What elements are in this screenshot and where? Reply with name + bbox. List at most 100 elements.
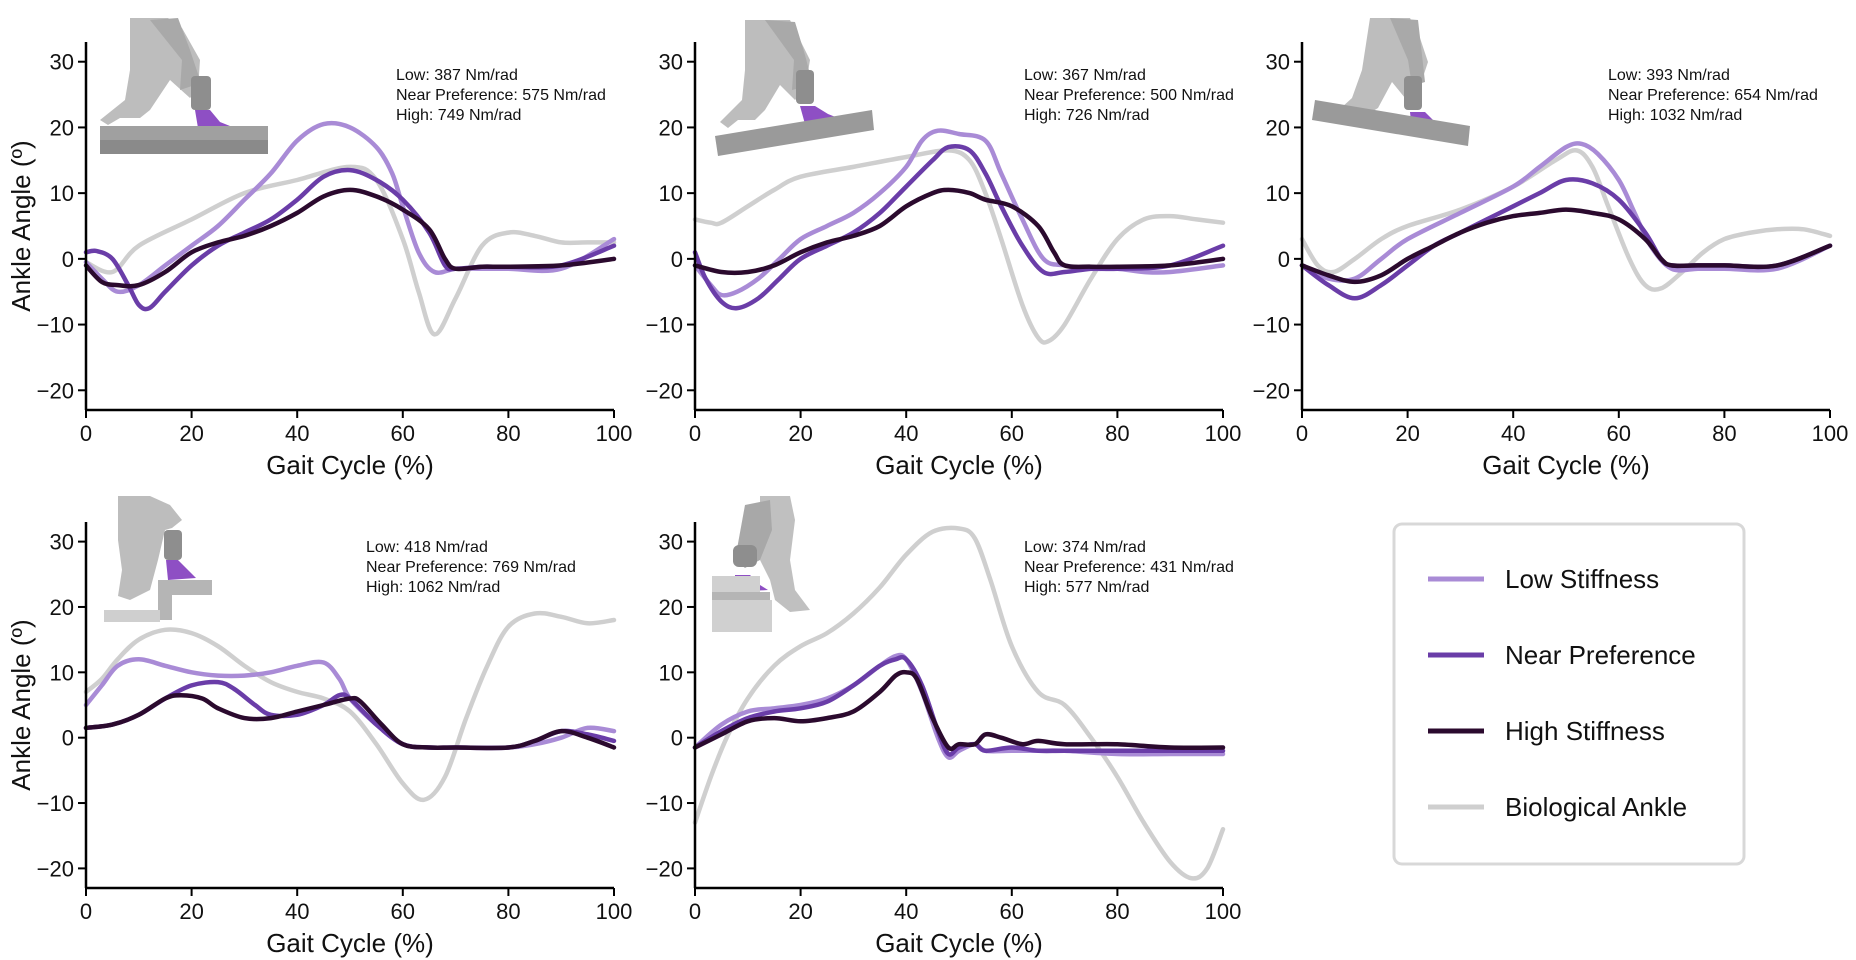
panel-3-xtick-label: 60: [1607, 421, 1631, 446]
panel-1-xtick-label: 20: [179, 421, 203, 446]
panel-5-xtick-label: 100: [1205, 899, 1242, 924]
panel-4-line-high-stiffness: [83, 692, 617, 751]
panel-1-annotation-line: Low: 387 Nm/rad: [396, 67, 518, 84]
panel-3-ytick-label: −20: [1253, 378, 1290, 403]
panel-5-line-biological-ankle: [692, 525, 1226, 881]
stair-descent-illustration: [712, 496, 810, 632]
panel-3-annotation-line: High: 1032 Nm/rad: [1608, 107, 1742, 124]
panel-2-annotation-line: Near Preference: 500 Nm/rad: [1024, 87, 1234, 104]
panel-5-annotation-line: Low: 374 Nm/rad: [1024, 539, 1146, 556]
panel-1-line-high-stiffness: [83, 187, 617, 289]
panel-1: −20 −10 0 10 20 30 0 20 40 60 80 100 Gait Cycle (%) A…: [6, 18, 632, 480]
panel-4-annotation-line: High: 1062 Nm/rad: [366, 579, 500, 596]
panel-2-line-near-preference: [692, 144, 1226, 311]
panel-2-ytick-label: 30: [659, 50, 683, 75]
panel-5-ytick-label: −10: [646, 791, 683, 816]
panel-5-stiffness-annotations: Low: 374 Nm/rad Near Preference: 431 Nm/r…: [1024, 539, 1234, 596]
panel-2-line-biological-ankle: [692, 148, 1226, 345]
panel-1-xtick-label: 80: [496, 421, 520, 446]
panel-5-ytick-label: 30: [659, 530, 683, 555]
panel-4-xtick-label: 20: [179, 899, 203, 924]
panel-5-xtick-label: 0: [689, 899, 701, 924]
panel-4-x-axis-label: Gait Cycle (%): [266, 928, 434, 958]
panel-3-xtick-label: 80: [1712, 421, 1736, 446]
legend-label-high: High Stiffness: [1505, 716, 1665, 746]
decline-walking-illustration: [1312, 18, 1470, 146]
panel-5-ytick-label: −20: [646, 856, 683, 881]
panel-3-xtick-label: 40: [1501, 421, 1525, 446]
panel-4-ytick-label: 10: [50, 660, 74, 685]
panel-2-ytick-label: −20: [646, 378, 683, 403]
panel-4-xtick-label: 0: [80, 899, 92, 924]
legend-label-bio: Biological Ankle: [1505, 792, 1687, 822]
panel-2-line-low-stiffness: [692, 128, 1226, 298]
panel-1-ytick-label: −10: [37, 313, 74, 338]
panel-4-ytick-label: 30: [50, 530, 74, 555]
legend-box: [1392, 522, 1746, 866]
panel-5-ytick-label: 20: [659, 595, 683, 620]
panel-5-annotation-line: High: 577 Nm/rad: [1024, 579, 1149, 596]
panel-3-xtick-label: 0: [1296, 421, 1308, 446]
panel-5-line-high-stiffness: [692, 669, 1226, 752]
panel-4-plot-area: −20 −10 0 10 20 30 0 20 40 60 80 100 Gait Cycle (%) A…: [6, 522, 632, 958]
panel-5-ytick-label: 0: [671, 726, 683, 751]
panel-4-line-biological-ankle: [83, 610, 617, 803]
panel-4-annotation-line: Low: 418 Nm/rad: [366, 539, 488, 556]
panel-1-annotation-line: Near Preference: 575 Nm/rad: [396, 87, 606, 104]
panel-1-xtick-label: 100: [596, 421, 633, 446]
panel-4-ytick-label: −20: [37, 856, 74, 881]
panel-1-ytick-label: 30: [50, 50, 74, 75]
panel-5-x-axis-label: Gait Cycle (%): [875, 928, 1043, 958]
panel-3-stiffness-annotations: Low: 393 Nm/rad Near Preference: 654 Nm/r…: [1608, 67, 1818, 124]
panel-1-x-axis-label: Gait Cycle (%): [266, 450, 434, 480]
panel-1-stiffness-annotations: Low: 387 Nm/rad Near Preference: 575 Nm/r…: [396, 67, 606, 124]
panel-3-xtick-label: 100: [1812, 421, 1849, 446]
panel-2-ytick-label: 20: [659, 115, 683, 140]
panel-5-xtick-label: 40: [894, 899, 918, 924]
panel-2-xtick-label: 100: [1205, 421, 1242, 446]
panel-5-plot-area: −20 −10 0 10 20 30 0 20 40 60 80 100 Gait Cycle (%): [646, 522, 1242, 958]
panel-4-xtick-label: 60: [391, 899, 415, 924]
panel-5-line-near-preference: [692, 654, 1226, 757]
panel-1-line-biological-ankle: [83, 164, 617, 337]
panel-3-ytick-label: 0: [1278, 247, 1290, 272]
legend-label-near: Near Preference: [1505, 640, 1696, 670]
panel-1-plot-area: −20 −10 0 10 20 30 0 20 40 60 80 100 Gait Cycle (%) A…: [6, 42, 632, 480]
panel-4-xtick-label: 80: [496, 899, 520, 924]
panel-1-xtick-label: 60: [391, 421, 415, 446]
panel-4-stiffness-annotations: Low: 418 Nm/rad Near Preference: 769 Nm/r…: [366, 539, 576, 596]
panel-4-line-near-preference: [83, 679, 617, 751]
legend-entry-near-preference: Near Preference: [1428, 640, 1696, 670]
panel-1-y-axis-label: Ankle Angle (º): [6, 140, 36, 311]
panel-5-annotation-line: Near Preference: 431 Nm/rad: [1024, 559, 1234, 576]
panel-2-annotation-line: Low: 367 Nm/rad: [1024, 67, 1146, 84]
panel-3-line-low-stiffness: [1299, 141, 1833, 283]
legend-entry-high-stiffness: High Stiffness: [1428, 716, 1665, 746]
panel-1-ytick-label: −20: [37, 378, 74, 403]
panel-4-xtick-label: 40: [285, 899, 309, 924]
panel-4-ytick-label: 20: [50, 595, 74, 620]
panel-5-xtick-label: 80: [1105, 899, 1129, 924]
legend-label-low: Low Stiffness: [1505, 564, 1659, 594]
panel-1-xtick-label: 40: [285, 421, 309, 446]
panel-2-plot-area: −20 −10 0 10 20 30 0 20 40 60 80 100 Gait Cycle (%): [646, 42, 1242, 480]
panel-3-annotation-line: Near Preference: 654 Nm/rad: [1608, 87, 1818, 104]
panel-4-annotation-line: Near Preference: 769 Nm/rad: [366, 559, 576, 576]
panel-3-line-high-stiffness: [1299, 207, 1833, 285]
panel-1-annotation-line: High: 749 Nm/rad: [396, 107, 521, 124]
panel-3-ytick-label: 30: [1266, 50, 1290, 75]
panel-2-xtick-label: 20: [788, 421, 812, 446]
panel-5-xtick-label: 20: [788, 899, 812, 924]
panel-3-ytick-label: −10: [1253, 313, 1290, 338]
panel-2-ytick-label: −10: [646, 313, 683, 338]
panel-3-ytick-label: 10: [1266, 181, 1290, 206]
panel-4-y-axis-label: Ankle Angle (º): [6, 619, 36, 790]
panel-4-ytick-label: −10: [37, 791, 74, 816]
panel-2-xtick-label: 80: [1105, 421, 1129, 446]
panel-3-annotation-line: Low: 393 Nm/rad: [1608, 67, 1730, 84]
panel-2-stiffness-annotations: Low: 367 Nm/rad Near Preference: 500 Nm/r…: [1024, 67, 1234, 124]
